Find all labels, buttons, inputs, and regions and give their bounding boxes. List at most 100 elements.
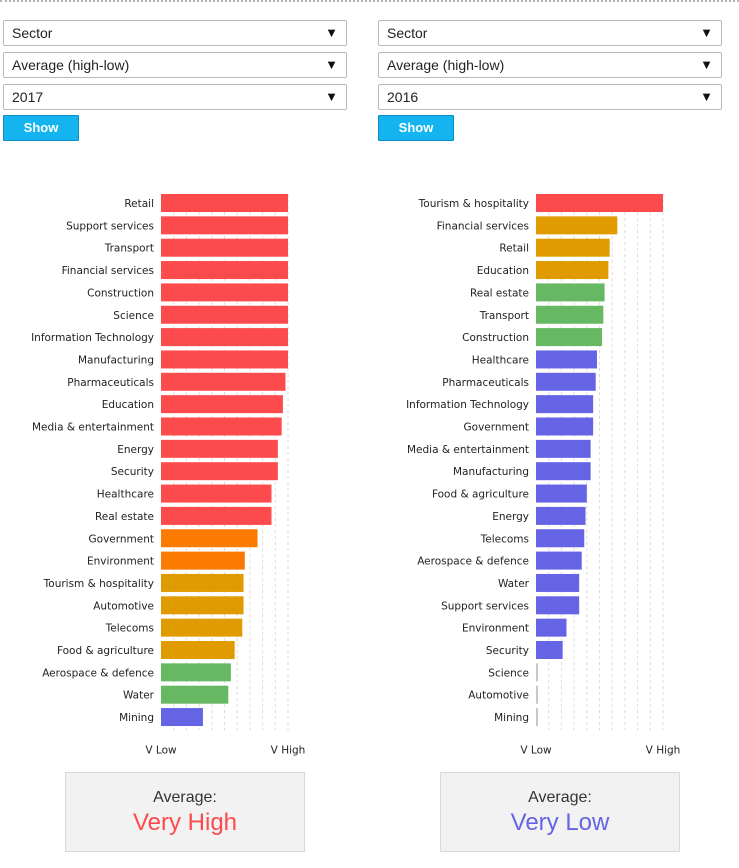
bar bbox=[536, 283, 605, 302]
bar bbox=[161, 305, 288, 324]
average-summary-box: Average: Very Low bbox=[440, 772, 680, 852]
bar bbox=[161, 708, 203, 727]
category-label: Media & entertainment bbox=[32, 422, 154, 434]
bar bbox=[161, 350, 288, 369]
bar bbox=[536, 417, 594, 436]
bar bbox=[536, 462, 591, 481]
bar bbox=[536, 551, 582, 570]
bar bbox=[536, 573, 580, 592]
category-label: Mining bbox=[494, 712, 529, 724]
right-panel: Sector ▼ Average (high-low) ▼ 2016 ▼ Sho… bbox=[378, 0, 728, 868]
category-label: Transport bbox=[479, 310, 529, 322]
chevron-down-icon: ▼ bbox=[700, 57, 713, 72]
category-label: Science bbox=[488, 667, 529, 679]
average-label: Average: bbox=[153, 789, 217, 806]
sector-bar-chart: Tourism & hospitality Financial services R… bbox=[378, 180, 728, 760]
category-label: Water bbox=[123, 690, 155, 702]
bar bbox=[536, 596, 580, 615]
year-select[interactable]: 2016 ▼ bbox=[378, 84, 722, 110]
bar bbox=[536, 216, 618, 235]
chevron-down-icon: ▼ bbox=[325, 57, 338, 72]
category-label: Tourism & hospitality bbox=[418, 198, 529, 210]
category-label: Information Technology bbox=[406, 399, 529, 411]
bar bbox=[536, 261, 609, 280]
category-label: Healthcare bbox=[97, 489, 154, 501]
bar bbox=[161, 529, 258, 548]
category-label: Financial services bbox=[62, 265, 154, 277]
average-summary-box: Average: Very High bbox=[65, 772, 305, 852]
bar bbox=[161, 685, 229, 704]
category-label: Telecoms bbox=[105, 623, 154, 635]
year-select-value: 2017 bbox=[12, 89, 44, 105]
average-value: Very High bbox=[132, 809, 238, 836]
category-label: Construction bbox=[462, 332, 529, 344]
category-label: Security bbox=[111, 466, 154, 478]
category-label: Automotive bbox=[93, 600, 154, 612]
category-label: Aerospace & defence bbox=[42, 667, 154, 679]
sort-select[interactable]: Average (high-low) ▼ bbox=[3, 52, 347, 78]
bar bbox=[161, 283, 288, 302]
axis-tick-label: V High bbox=[646, 744, 681, 756]
bar bbox=[161, 484, 272, 503]
bar bbox=[536, 328, 603, 347]
bar bbox=[536, 484, 587, 503]
sector-bar-chart: Retail Support services Transport Financial… bbox=[3, 180, 353, 760]
show-button[interactable]: Show bbox=[378, 115, 454, 141]
bar bbox=[161, 641, 235, 659]
category-label: Energy bbox=[117, 444, 154, 456]
category-label: Food & agriculture bbox=[57, 645, 154, 657]
bar bbox=[161, 551, 245, 570]
category-label: Financial services bbox=[437, 220, 529, 232]
bar bbox=[536, 506, 586, 525]
bar bbox=[536, 350, 597, 369]
bar bbox=[536, 238, 610, 257]
category-label: Education bbox=[102, 399, 154, 411]
bar bbox=[536, 194, 663, 212]
year-select[interactable]: 2017 ▼ bbox=[3, 84, 347, 110]
category-label: Automotive bbox=[468, 690, 529, 702]
bar bbox=[536, 663, 538, 682]
category-label: Manufacturing bbox=[78, 354, 154, 366]
category-label: Environment bbox=[462, 623, 529, 635]
bar bbox=[161, 439, 278, 458]
category-select-value: Sector bbox=[387, 25, 428, 41]
bar bbox=[161, 573, 244, 592]
bar bbox=[536, 439, 591, 458]
category-label: Science bbox=[113, 310, 154, 322]
sort-select-value: Average (high-low) bbox=[12, 57, 130, 73]
category-label: Tourism & hospitality bbox=[43, 578, 154, 590]
category-label: Retail bbox=[124, 198, 154, 210]
bar bbox=[536, 618, 567, 637]
category-label: Government bbox=[89, 533, 154, 545]
chevron-down-icon: ▼ bbox=[325, 89, 338, 104]
bar bbox=[161, 216, 288, 235]
category-label: Media & entertainment bbox=[407, 444, 529, 456]
category-label: Security bbox=[486, 645, 529, 657]
bar bbox=[161, 618, 243, 637]
category-label: Transport bbox=[104, 243, 154, 255]
category-select[interactable]: Sector ▼ bbox=[378, 20, 722, 46]
bar bbox=[161, 596, 244, 615]
bar bbox=[536, 708, 538, 727]
axis-tick-label: V Low bbox=[145, 744, 177, 756]
chevron-down-icon: ▼ bbox=[325, 25, 338, 40]
category-select[interactable]: Sector ▼ bbox=[3, 20, 347, 46]
bar bbox=[536, 685, 538, 704]
category-label: Environment bbox=[87, 556, 154, 568]
bar bbox=[161, 663, 231, 682]
chevron-down-icon: ▼ bbox=[700, 89, 713, 104]
category-select-value: Sector bbox=[12, 25, 53, 41]
bar bbox=[161, 372, 286, 391]
average-label: Average: bbox=[528, 789, 592, 806]
show-button[interactable]: Show bbox=[3, 115, 79, 141]
bar bbox=[536, 395, 594, 414]
sort-select[interactable]: Average (high-low) ▼ bbox=[378, 52, 722, 78]
left-panel: Sector ▼ Average (high-low) ▼ 2017 ▼ Sho… bbox=[3, 0, 353, 868]
category-label: Healthcare bbox=[472, 354, 529, 366]
category-label: Real estate bbox=[470, 287, 529, 299]
bar bbox=[161, 194, 288, 212]
average-value: Very Low bbox=[510, 809, 610, 836]
bar-chart-svg: Tourism & hospitality Financial services R… bbox=[406, 194, 681, 756]
bar bbox=[161, 506, 272, 525]
axis-tick-label: V Low bbox=[520, 744, 552, 756]
